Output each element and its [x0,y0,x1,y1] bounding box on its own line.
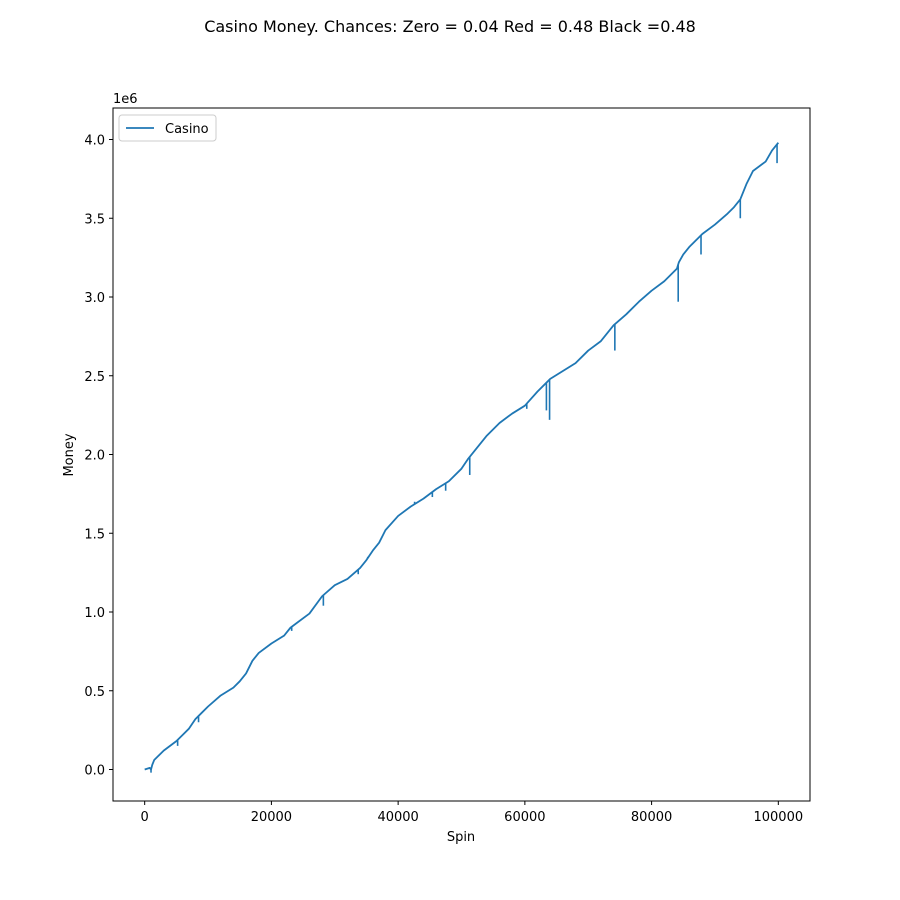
plot-area [112,107,811,802]
legend-label-casino: Casino [165,122,209,137]
x-tick-label: 60000 [504,810,545,825]
y-tick-label: 1.5 [84,527,105,542]
series-line-casino [144,142,780,771]
x-tick-label: 80000 [631,810,672,825]
y-tick-label: 3.5 [84,212,105,227]
legend: Casino [118,114,217,142]
x-tick-label: 0 [141,810,149,825]
x-tick-label: 40000 [377,810,418,825]
y-tick-label: 2.5 [84,370,105,385]
x-axis: 0 20000 40000 60000 80000 100000 [141,801,803,825]
y-axis: 0.0 0.5 1.0 1.5 2.0 2.5 3.0 3.5 4.0 [84,134,113,779]
x-tick-label: 20000 [251,810,292,825]
y-axis-label: Money [62,433,77,476]
legend-box [118,114,217,142]
y-tick-label: 0.5 [84,685,105,700]
x-tick-label: 100000 [753,810,803,825]
y-offset-label: 1e6 [113,92,138,107]
y-tick-label: 0.0 [84,764,105,779]
y-tick-label: 2.0 [84,449,105,464]
y-tick-label: 4.0 [84,134,105,149]
x-axis-label: Spin [447,830,475,845]
series-layer [144,142,780,773]
y-tick-label: 3.0 [84,291,105,306]
chart-title: Casino Money. Chances: Zero = 0.04 Red =… [204,17,696,36]
y-tick-label: 1.0 [84,606,105,621]
